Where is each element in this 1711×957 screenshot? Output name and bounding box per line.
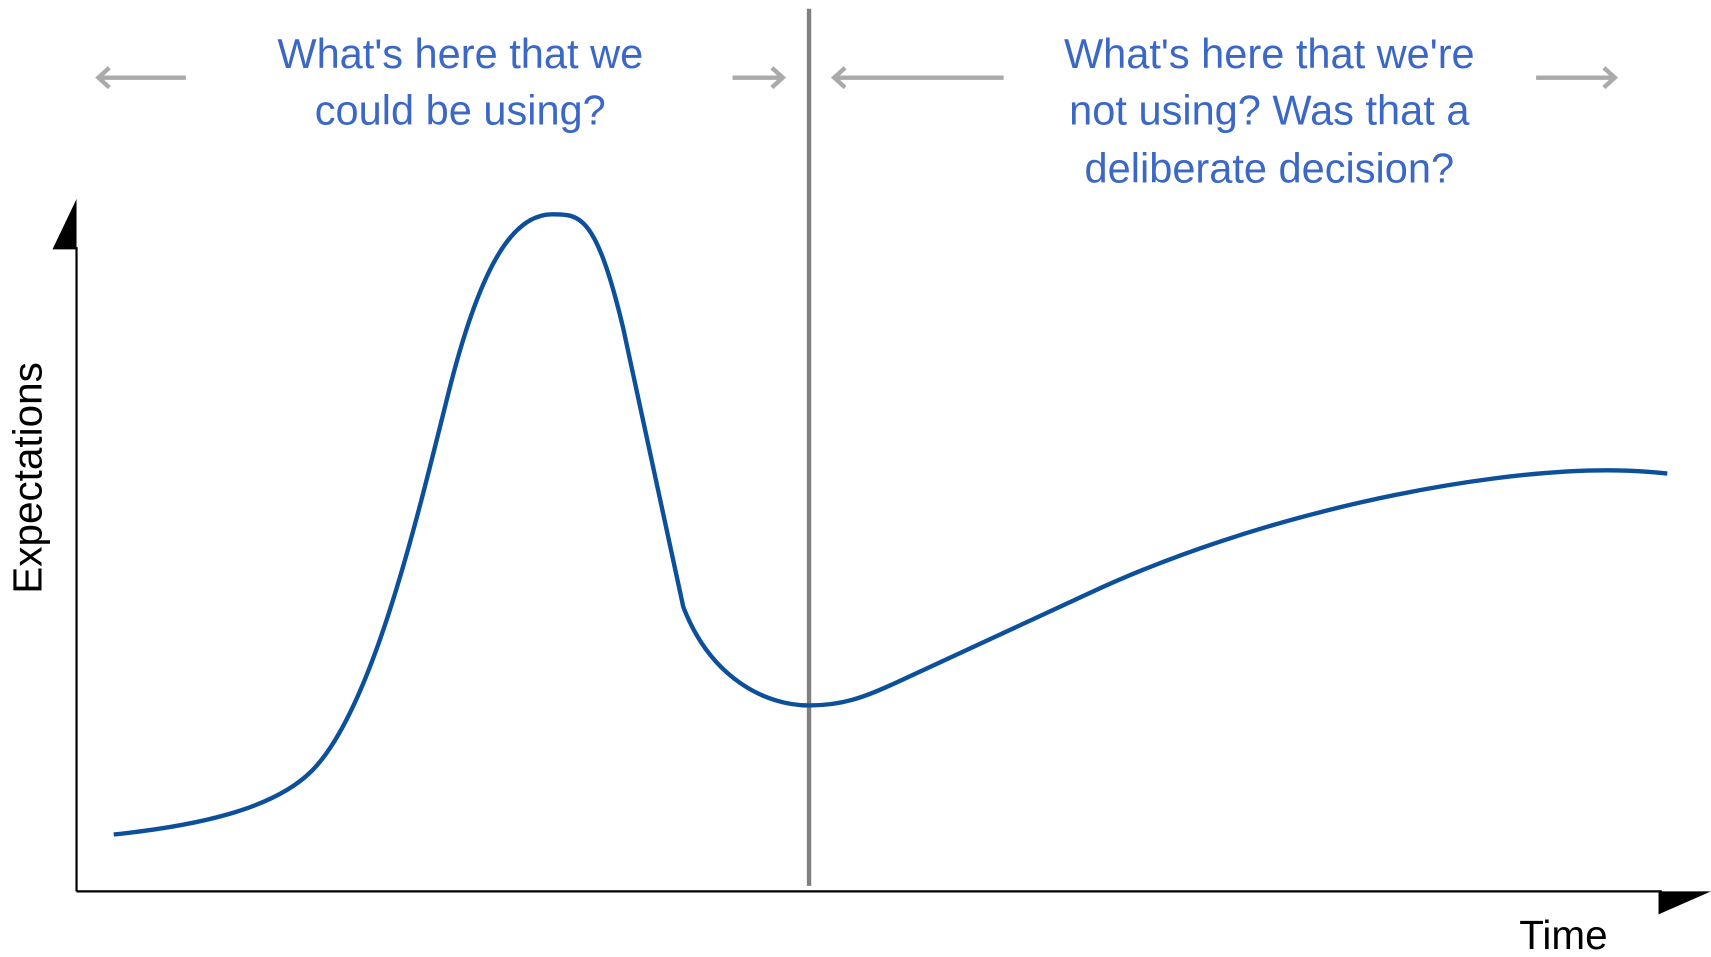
arrow [95,66,186,90]
arrow [732,66,787,90]
hype-curve [113,212,1668,837]
arrow [1536,66,1619,90]
left-arrows [95,66,787,90]
y-axis-label: Expectations [4,362,50,594]
annotation-line: What's here that we're [1064,30,1475,77]
annotation-line: could be using? [315,87,606,134]
annotation-line: deliberate decision? [1085,145,1454,192]
x-axis-arrow [1658,891,1711,915]
arrow [830,66,1004,90]
annotation-line: not using? Was that a [1069,87,1470,134]
right-arrows [830,66,1619,90]
annotation-line: What's here that we [277,30,643,77]
y-axis-arrow [52,199,77,250]
x-axis-label: Time [1519,912,1607,957]
